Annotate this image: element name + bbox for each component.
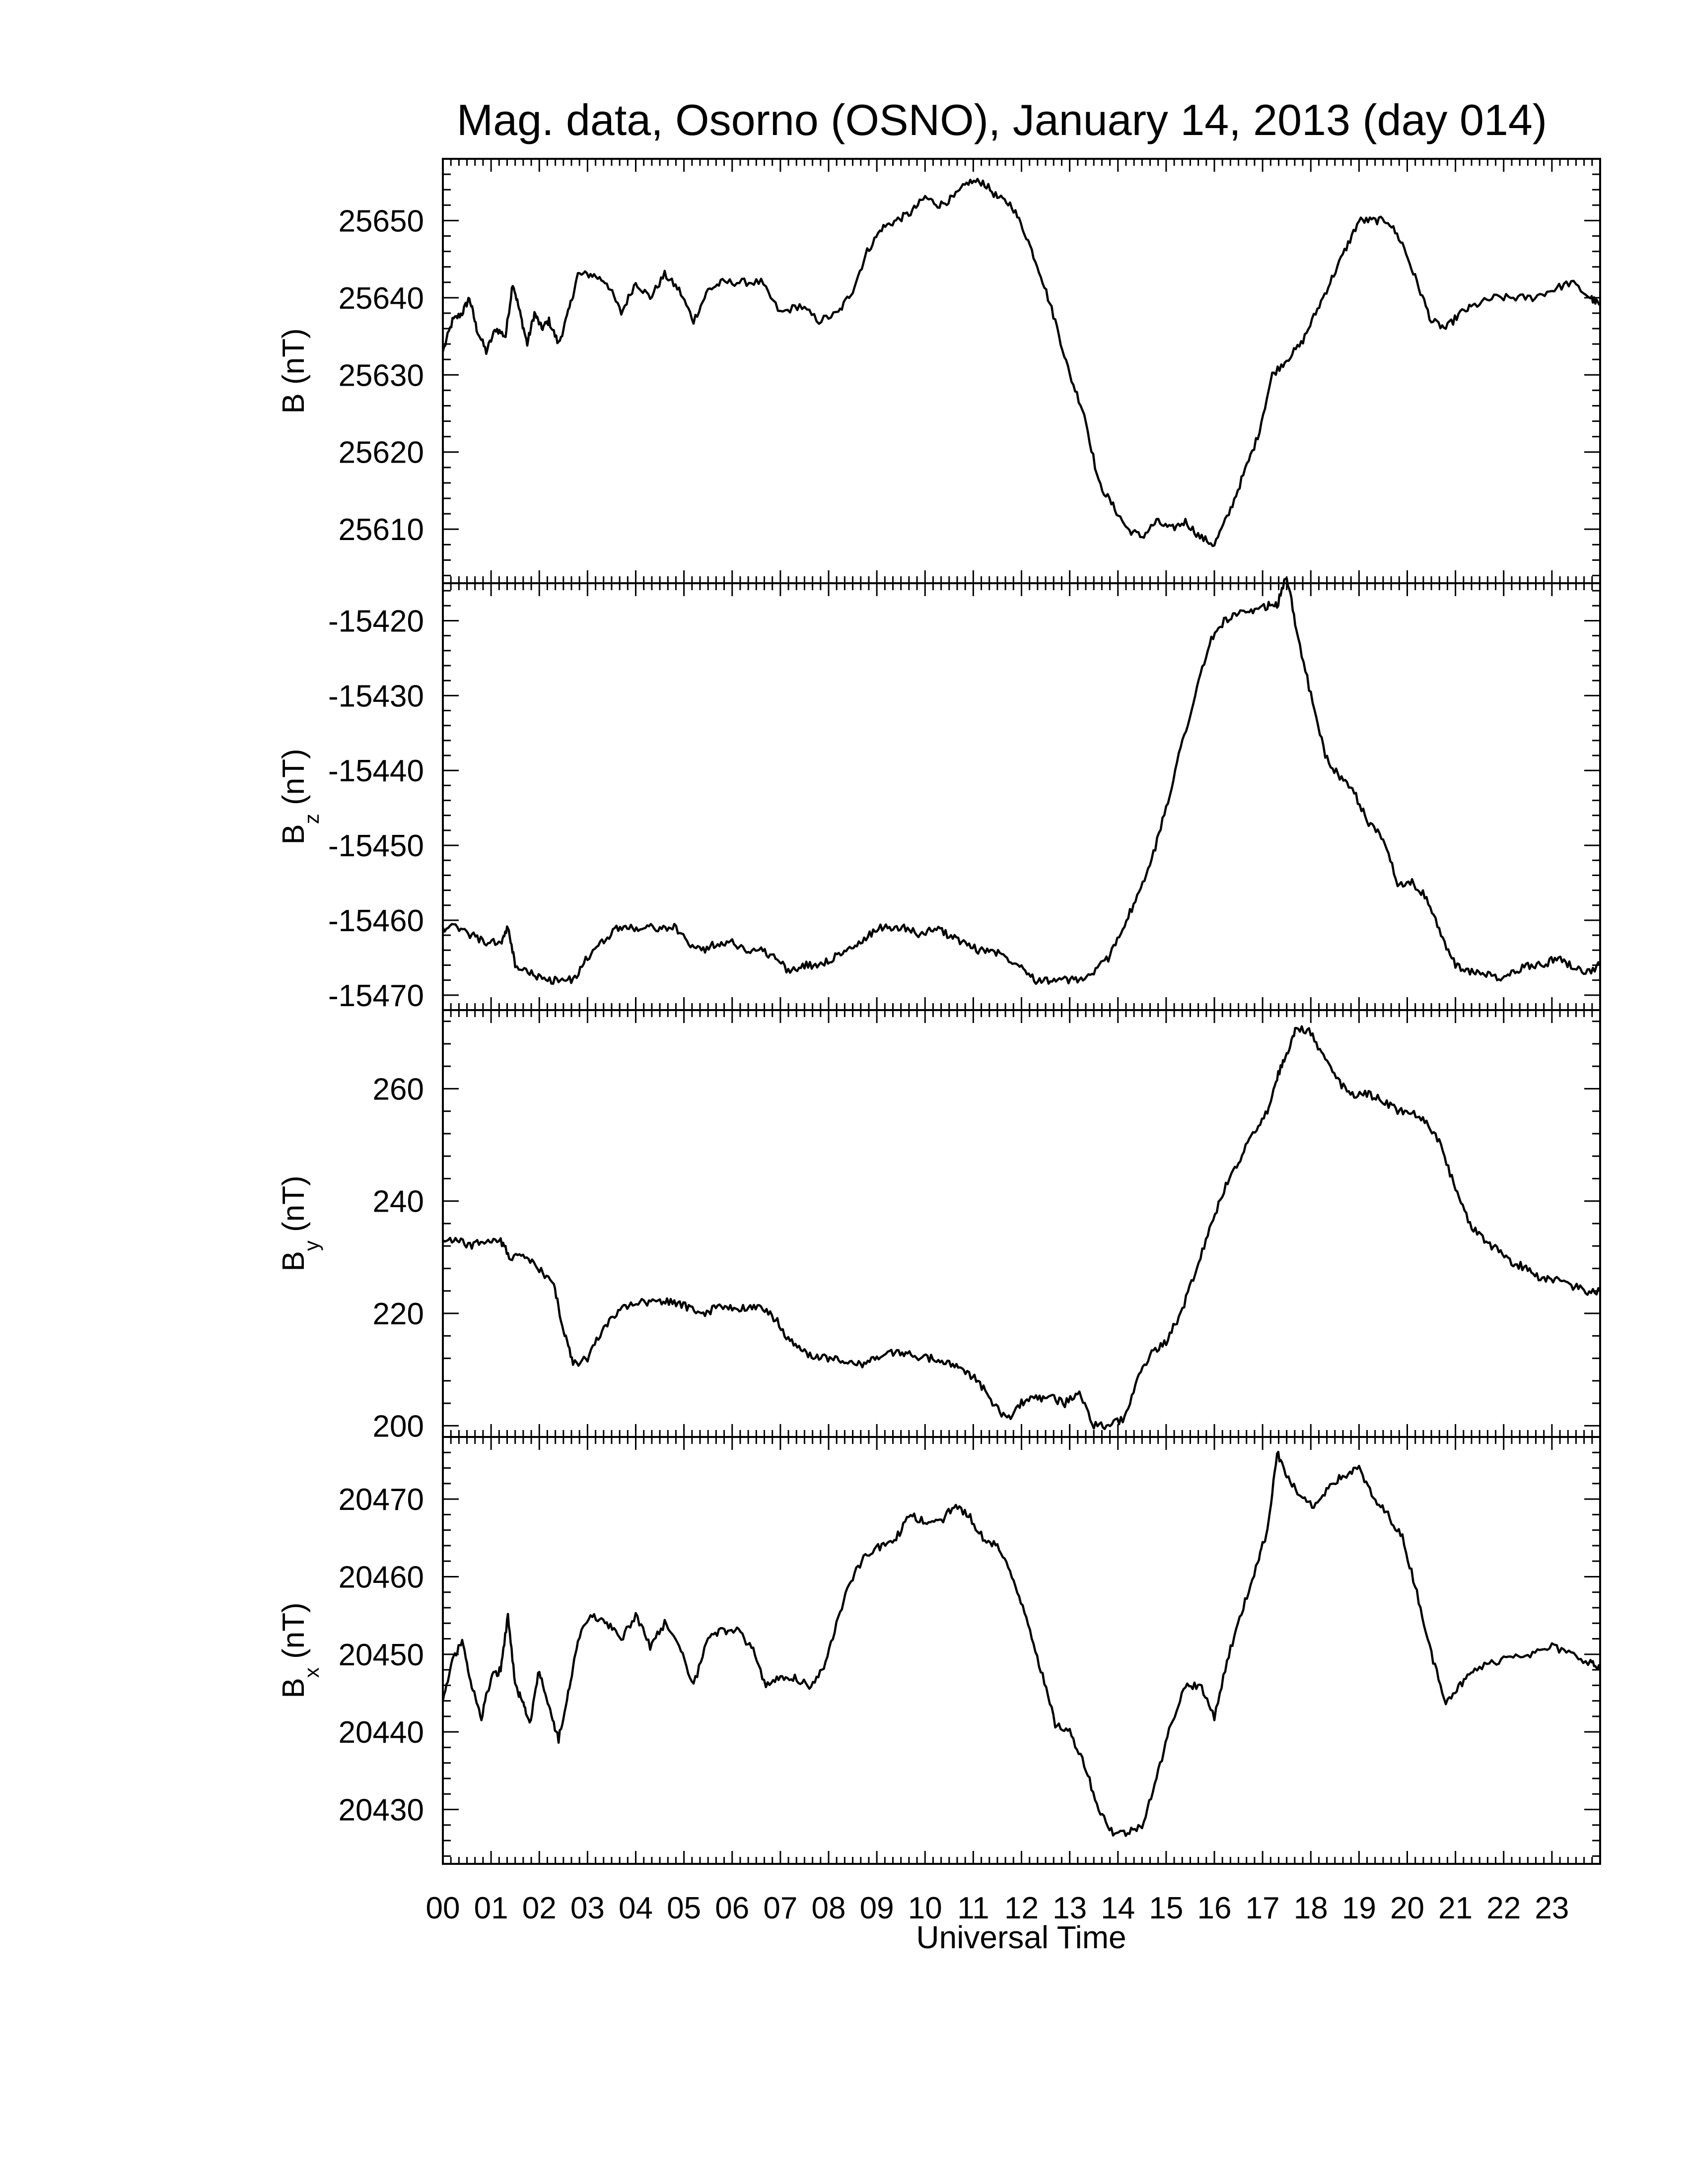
x-tick-label: 03 [570,1891,605,1925]
x-tick-label: 23 [1535,1891,1569,1925]
y-tick-label: 260 [373,1072,424,1106]
x-tick-label: 01 [474,1891,508,1925]
y-axis-label-main: B [277,1251,311,1271]
y-tick-label: -15460 [328,904,424,938]
x-tick-label: 07 [763,1891,797,1925]
x-tick-label: 08 [812,1891,846,1925]
x-tick-label: 09 [860,1891,894,1925]
y-tick-label: 25650 [339,204,424,238]
y-tick-label: -15470 [328,979,424,1013]
y-axis-label-unit: (nT) [277,1175,311,1240]
y-axis-label-main: B [277,393,311,413]
series-line-By [442,1025,1601,1431]
x-tick-label: 20 [1390,1891,1424,1925]
y-tick-label: 240 [373,1185,424,1219]
y-tick-label: 25640 [339,281,424,316]
series-line-Bx [441,1450,1602,1837]
x-tick-label: 14 [1101,1891,1135,1925]
x-axis: 00 01 02 03 04 05 06 07 08 09 10 11 12 13 14 15 16 17 18 19… [426,1891,1569,1925]
y-tick-label: 25610 [339,513,424,547]
y-axis-label-unit: (nT) [277,328,311,393]
x-tick-label: 04 [619,1891,653,1925]
x-axis-label: Universal Time [916,1919,1126,1955]
y-tick-label: 25630 [339,358,424,393]
y-axis-label: By (nT) [277,1175,323,1271]
y-axis-label-sub: y [300,1240,323,1251]
panel-Bz: -15470 -15460 -15450 -15440 -15430 -15420 Bz (… [277,577,1601,1013]
y-tick-label: 200 [373,1409,424,1443]
y-axis-label: Bz (nT) [277,749,323,844]
y-tick-label: -15430 [328,679,424,713]
x-tick-label: 16 [1197,1891,1232,1925]
x-tick-label: 19 [1342,1891,1376,1925]
y-axis-label: Bx (nT) [277,1602,323,1698]
figure-title: Mag. data, Osorno (OSNO), January 14, 20… [457,95,1547,144]
panel-B: 25610 25620 25630 25640 25650 B (nT) [277,158,1601,584]
y-tick-label: 20450 [339,1638,424,1672]
series-line-B [441,178,1601,547]
panel-frame [442,1009,1601,1438]
panel-By: 200 220 240 260 By (nT) [277,1009,1601,1443]
y-tick-label: -15440 [328,754,424,788]
x-tick-label: 05 [667,1891,701,1925]
y-axis-label-sub: x [300,1667,323,1678]
panel-frame [442,582,1601,1011]
y-axis-label: B (nT) [277,328,311,413]
x-tick-label: 11 [957,1891,989,1925]
panel-frame [442,1436,1601,1865]
x-tick-label: 17 [1246,1891,1280,1925]
x-tick-label: 06 [715,1891,749,1925]
y-axis-label-main: B [277,1678,311,1698]
x-tick-label: 02 [522,1891,557,1925]
panel-Bx: 20430 20440 20450 20460 20470 Bx (nT) [277,1436,1602,1865]
y-tick-label: 20430 [339,1793,424,1828]
y-axis-label-main: B [277,824,311,844]
y-axis-label-unit: (nT) [277,749,311,814]
y-tick-label: 20470 [339,1483,424,1517]
y-tick-label: 25620 [339,436,424,470]
x-tick-label: 10 [908,1891,942,1925]
y-tick-label: 220 [373,1297,424,1331]
x-tick-label: 22 [1486,1891,1521,1925]
y-tick-label: 20460 [339,1560,424,1594]
x-tick-label: 00 [426,1891,460,1925]
y-axis-label-sub: z [300,814,323,824]
y-axis-label-unit: (nT) [277,1602,311,1667]
series-line-Bz [441,577,1601,985]
x-tick-label: 15 [1149,1891,1183,1925]
y-tick-label: -15420 [328,604,424,638]
x-tick-label: 21 [1438,1891,1473,1925]
y-tick-label: 20440 [339,1715,424,1750]
y-tick-label: -15450 [328,829,424,863]
x-tick-label: 18 [1294,1891,1328,1925]
x-tick-label: 13 [1053,1891,1087,1925]
x-tick-label: 12 [1004,1891,1039,1925]
